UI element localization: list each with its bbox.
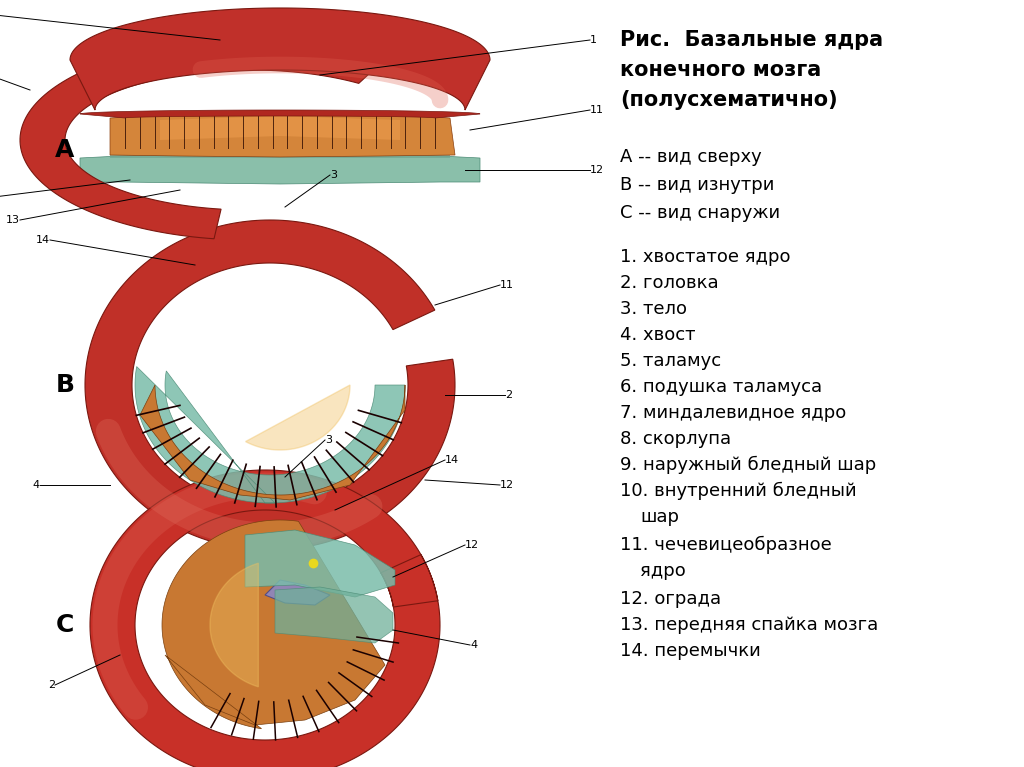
Text: 11: 11 <box>500 280 514 290</box>
Text: С -- вид снаружи: С -- вид снаружи <box>620 204 780 222</box>
Polygon shape <box>245 530 395 597</box>
Polygon shape <box>90 470 440 767</box>
Polygon shape <box>20 40 385 239</box>
Text: 8. скорлупа: 8. скорлупа <box>620 430 731 448</box>
Text: 1: 1 <box>590 35 597 45</box>
Text: конечного мозга: конечного мозга <box>620 60 821 80</box>
Text: A: A <box>55 138 75 162</box>
Polygon shape <box>162 520 385 729</box>
Text: (полусхематично): (полусхематично) <box>620 90 838 110</box>
Polygon shape <box>160 116 400 140</box>
Text: 6. подушка таламуса: 6. подушка таламуса <box>620 378 822 396</box>
Text: 2: 2 <box>505 390 512 400</box>
Polygon shape <box>210 563 258 686</box>
Text: 3: 3 <box>325 435 332 445</box>
Text: 4: 4 <box>33 480 40 490</box>
Polygon shape <box>246 385 350 450</box>
Text: 11. чечевицеобразное: 11. чечевицеобразное <box>620 536 831 555</box>
Text: 4: 4 <box>470 640 477 650</box>
Polygon shape <box>70 8 490 110</box>
Text: 2: 2 <box>48 680 55 690</box>
Text: 3. тело: 3. тело <box>620 300 687 318</box>
Text: 11: 11 <box>590 105 604 115</box>
Polygon shape <box>140 385 406 500</box>
Text: А -- вид сверху: А -- вид сверху <box>620 148 762 166</box>
Text: ядро: ядро <box>640 562 686 580</box>
Text: 14. перемычки: 14. перемычки <box>620 642 761 660</box>
Polygon shape <box>85 220 455 550</box>
Text: 12. ограда: 12. ограда <box>620 590 721 608</box>
Text: Рис.  Базальные ядра: Рис. Базальные ядра <box>620 30 883 50</box>
Text: 12: 12 <box>500 480 514 490</box>
Text: 2. головка: 2. головка <box>620 274 719 292</box>
Polygon shape <box>110 112 455 157</box>
Text: 5. таламус: 5. таламус <box>620 352 721 370</box>
Text: C: C <box>56 613 74 637</box>
Text: 3: 3 <box>330 170 337 180</box>
Text: 12: 12 <box>465 540 479 550</box>
Text: B: B <box>55 373 75 397</box>
Polygon shape <box>265 580 330 605</box>
Text: 1. хвостатое ядро: 1. хвостатое ядро <box>620 248 791 266</box>
Text: В -- вид изнутри: В -- вид изнутри <box>620 176 774 194</box>
Text: 14: 14 <box>36 235 50 245</box>
Polygon shape <box>135 367 406 503</box>
Text: 7. миндалевидное ядро: 7. миндалевидное ядро <box>620 404 846 422</box>
Text: 9. наружный бледный шар: 9. наружный бледный шар <box>620 456 877 474</box>
Text: шар: шар <box>640 508 679 526</box>
Text: 13. передняя спайка мозга: 13. передняя спайка мозга <box>620 616 879 634</box>
Polygon shape <box>275 587 393 643</box>
Polygon shape <box>80 110 480 118</box>
Polygon shape <box>80 153 480 184</box>
Text: 14: 14 <box>445 455 459 465</box>
Text: 12: 12 <box>590 165 604 175</box>
Text: 13: 13 <box>6 215 20 225</box>
Text: 10. внутренний бледный: 10. внутренний бледный <box>620 482 857 500</box>
Polygon shape <box>110 137 450 158</box>
Text: 4. хвост: 4. хвост <box>620 326 695 344</box>
